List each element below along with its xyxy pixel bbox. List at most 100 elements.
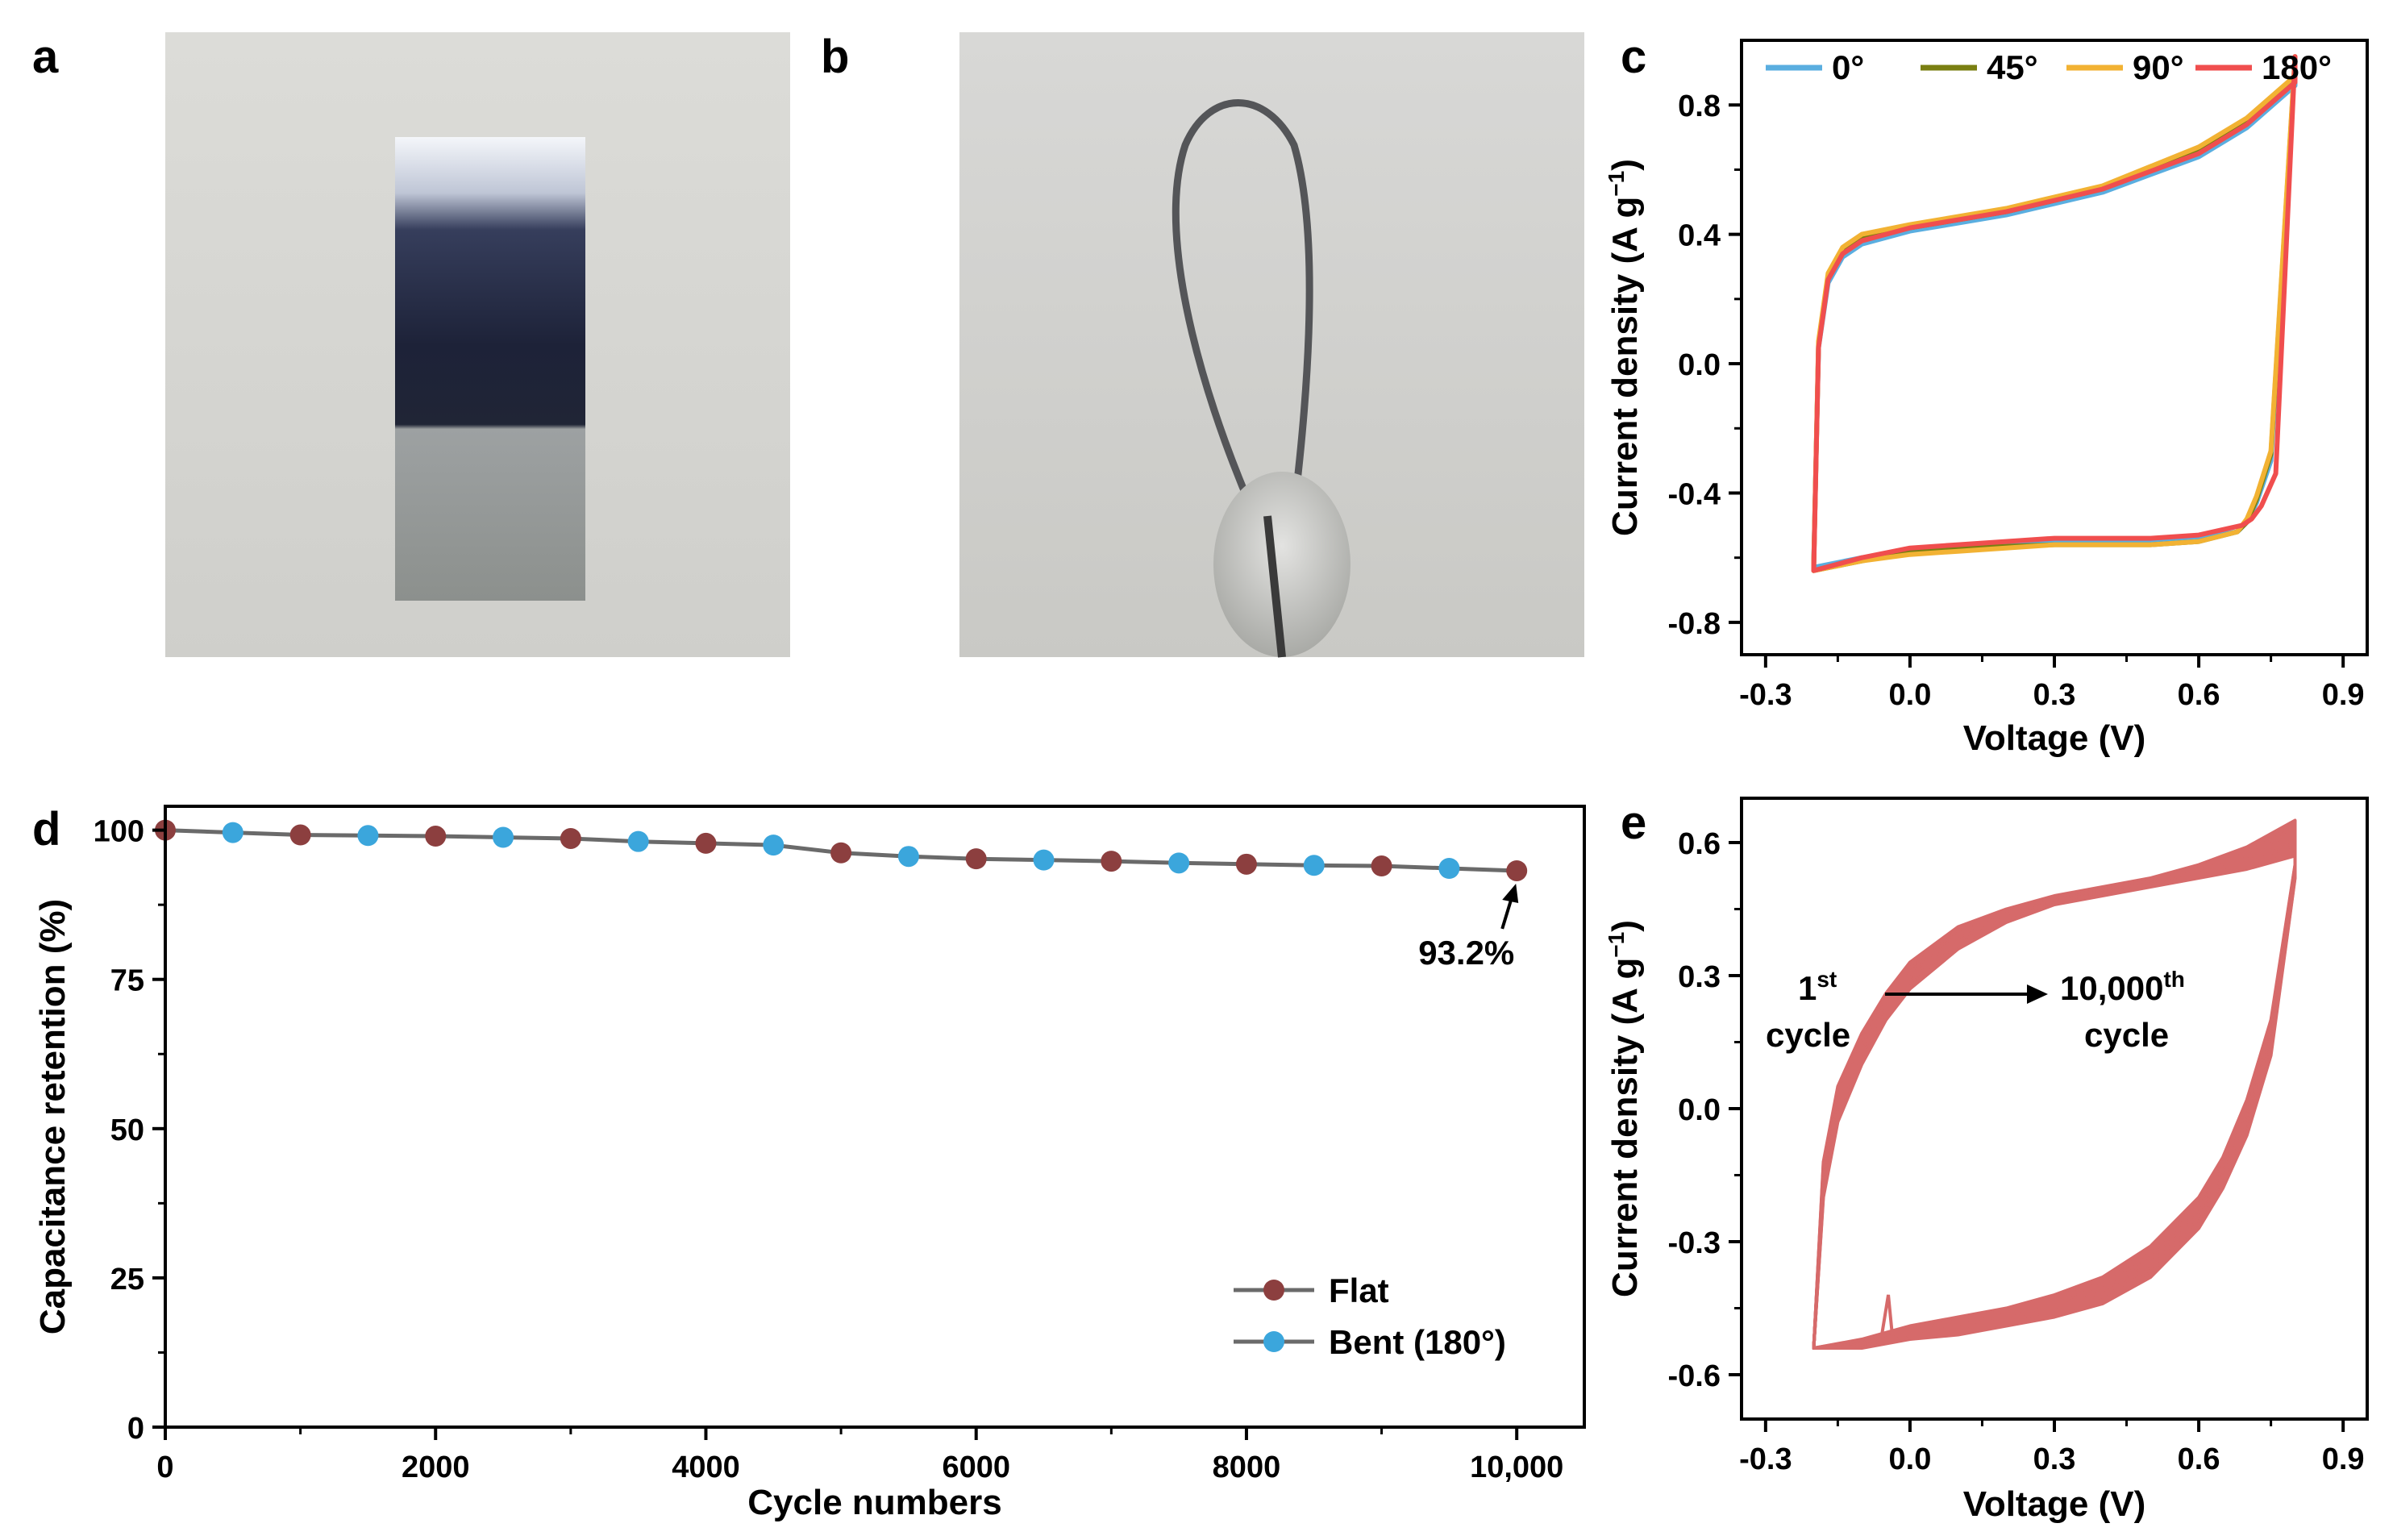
retention-annotation-arrowhead xyxy=(1502,883,1519,903)
retention-annotation: 93.2% xyxy=(1418,934,1514,972)
chart-d-xtick-label: 4000 xyxy=(672,1451,740,1484)
chart-e-annotation: 1st cycle 10,000th cycle xyxy=(1766,967,2185,1054)
annotation-arrow-head xyxy=(2027,984,2048,1004)
chart-e-xlabel: Voltage (V) xyxy=(1963,1484,2146,1524)
photo-b xyxy=(959,32,1584,658)
chart-d-xtick-label: 0 xyxy=(156,1451,173,1484)
chart-e-xtick-label: 0.3 xyxy=(2033,1442,2076,1476)
chart-c-xtick-label: 0.9 xyxy=(2322,678,2365,712)
chart-d-ytick-label: 25 xyxy=(110,1263,144,1297)
legend-d-marker-1 xyxy=(1263,1331,1284,1352)
chart-e-xtick-label: -0.3 xyxy=(1739,1442,1792,1476)
chart-e-ytick-label: 0.6 xyxy=(1678,827,1721,861)
chart-c-ytick-label: -0.8 xyxy=(1668,607,1721,641)
legend-d-label-0: Flat xyxy=(1329,1272,1389,1309)
chart-c-ytick-label: 0.0 xyxy=(1678,348,1721,382)
chart-c: -0.3 0.0 0.3 0.6 0.9 -0.8 -0.4 0.0 0.4 0.8 Voltag… xyxy=(1604,39,2369,758)
photo-b-bent-film xyxy=(1172,99,1313,542)
legend-d-label-1: Bent (180°) xyxy=(1329,1323,1506,1361)
chart-c-ytick-label: 0.8 xyxy=(1678,89,1721,123)
chart-e-ylabel: Current density (A g−1) xyxy=(1604,920,1645,1297)
bent-point xyxy=(1168,852,1190,874)
chart-c-ytick-label: -0.4 xyxy=(1668,477,1721,511)
chart-d-xlabel: Cycle numbers xyxy=(747,1483,1001,1522)
chart-d-ytick-label: 50 xyxy=(110,1113,144,1147)
chart-e: -0.3 0.0 0.3 0.6 0.9 -0.6 -0.3 0.0 0.3 0.6 Voltag… xyxy=(1604,797,2369,1524)
cv-curve-3 xyxy=(1811,54,2298,573)
legend-d-marker-0 xyxy=(1263,1280,1284,1301)
chart-c-ylabel: Current density (A g−1) xyxy=(1604,159,1645,536)
chart-c-legend: 0° 45° 90° 180° xyxy=(1766,48,2332,86)
photo-a xyxy=(165,32,790,657)
bent-point xyxy=(493,826,514,848)
chart-e-ytick-label: -0.3 xyxy=(1668,1226,1721,1260)
chart-d-frame xyxy=(164,805,1586,1429)
chart-d-xtick-label: 8000 xyxy=(1213,1451,1281,1484)
chart-e-ytick-label: 0.3 xyxy=(1678,960,1721,994)
chart-c-xtick-label: 0.3 xyxy=(2033,678,2076,712)
chart-d-ytick-label: 100 xyxy=(94,815,144,849)
cycling-loop xyxy=(1812,841,2297,1350)
bent-point xyxy=(222,822,243,843)
photo-b-film-end xyxy=(1263,515,1286,658)
flat-point xyxy=(425,826,447,847)
flat-point xyxy=(830,842,852,864)
cycling-loop xyxy=(1812,854,2297,1350)
bent-point xyxy=(1033,849,1055,871)
chart-e-ytick-label: 0.0 xyxy=(1678,1093,1721,1127)
flat-point xyxy=(1101,851,1122,872)
legend-c-label-3: 180° xyxy=(2262,48,2332,86)
cv-curve-2 xyxy=(1811,54,2298,573)
cycling-loop xyxy=(1812,834,2297,1350)
chart-d-ylabel: Capacitance retention (%) xyxy=(33,899,73,1334)
flat-point xyxy=(560,827,581,849)
flat-point xyxy=(695,832,717,854)
annotation-start-line1: 1st xyxy=(1798,967,1837,1007)
bent-point xyxy=(763,835,784,856)
legend-c-label-1: 45° xyxy=(1987,48,2038,86)
flat-point xyxy=(965,848,987,870)
panel-label-c: c xyxy=(1621,31,1646,83)
chart-d: 0 2000 4000 6000 8000 10,000 0 25 50 75 100 Cycle … xyxy=(33,805,1586,1522)
flat-point xyxy=(1371,855,1392,877)
cycling-loop xyxy=(1812,851,2297,1350)
chart-c-xlabel: Voltage (V) xyxy=(1963,718,2146,758)
cycling-loop xyxy=(1812,836,2297,1350)
bent-point xyxy=(627,830,649,852)
chart-c-xtick-label: 0.0 xyxy=(1889,678,1932,712)
cycling-loop xyxy=(1812,843,2297,1350)
chart-e-xtick-label: 0.0 xyxy=(1889,1442,1932,1476)
cycling-loop xyxy=(1812,839,2297,1350)
bent-point xyxy=(897,846,919,868)
cycling-loop xyxy=(1812,831,2297,1350)
legend-c-label-2: 90° xyxy=(2133,48,2184,86)
chart-c-ytick-label: 0.4 xyxy=(1678,219,1721,253)
chart-e-xtick-label: 0.6 xyxy=(2178,1442,2220,1476)
panel-label-a: a xyxy=(32,31,59,83)
chart-d-xtick-label: 10,000 xyxy=(1470,1451,1563,1484)
panel-label-e: e xyxy=(1621,797,1646,849)
chart-d-xtick-label: 6000 xyxy=(942,1451,1010,1484)
cycling-loop xyxy=(1812,847,2297,1350)
bent-point xyxy=(357,825,379,847)
photo-a-film xyxy=(395,137,585,601)
chart-c-xtick-label: -0.3 xyxy=(1739,678,1792,712)
flat-point xyxy=(1506,859,1528,881)
photo-b-clip xyxy=(1213,472,1350,657)
chart-d-ytick-label: 75 xyxy=(110,964,144,998)
flat-point xyxy=(289,824,311,846)
chart-d-xtick-label: 2000 xyxy=(402,1451,470,1484)
panel-label-b: b xyxy=(821,31,849,83)
chart-e-xtick-label: 0.9 xyxy=(2322,1442,2365,1476)
annotation-end-line1: 10,000th xyxy=(2060,967,2185,1007)
chart-d-ytick-label: 0 xyxy=(127,1412,144,1446)
flat-point xyxy=(1235,853,1257,875)
bent-point xyxy=(1438,858,1460,879)
chart-c-xtick-label: 0.6 xyxy=(2178,678,2220,712)
cycling-loop xyxy=(1812,849,2297,1350)
cycling-spike xyxy=(1879,1294,1896,1344)
chart-d-legend: Flat Bent (180°) xyxy=(1234,1272,1506,1361)
panel-label-d: d xyxy=(32,803,60,855)
annotation-end-line2: cycle xyxy=(2084,1016,2169,1054)
